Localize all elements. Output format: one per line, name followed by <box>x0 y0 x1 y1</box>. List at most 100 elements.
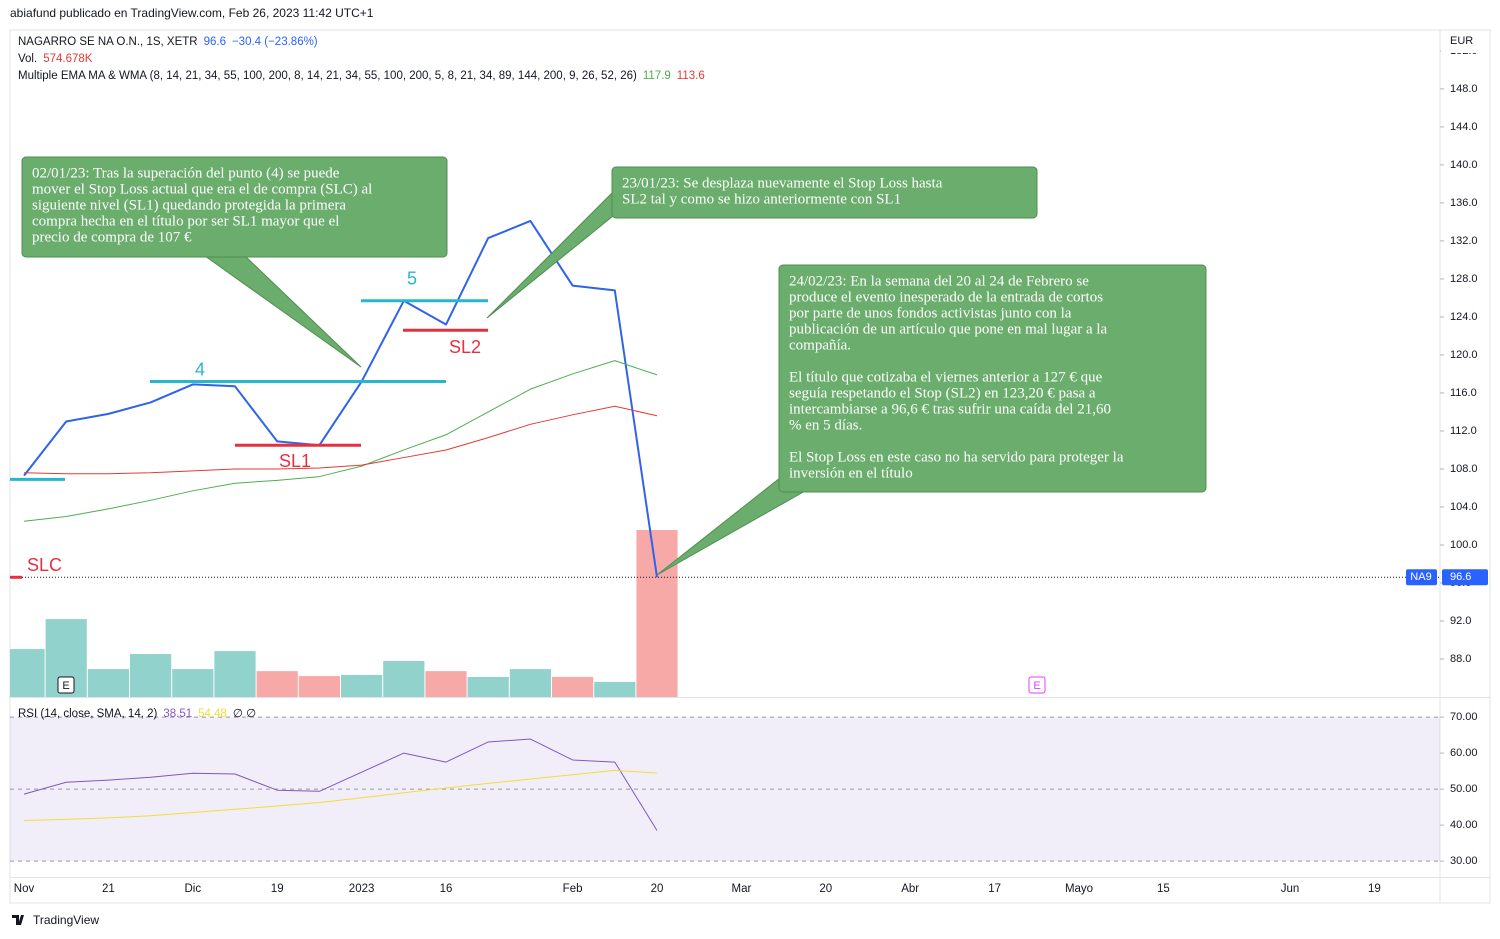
callout-text: precio de compra de 107 € <box>32 229 192 245</box>
legend-item: 117.9 <box>643 70 671 82</box>
y-tick-label: 92.0 <box>1450 615 1471 627</box>
volume-bar <box>298 676 340 697</box>
x-tick-label: Abr <box>901 883 919 895</box>
legend: Multiple EMA MA & WMA (8, 14, 21, 34, 55… <box>18 70 705 82</box>
y-tick-label: 60.00 <box>1450 747 1478 759</box>
y-tick-label: 120.0 <box>1450 349 1478 361</box>
legend-item: Vol. <box>18 53 37 65</box>
volume-bar <box>425 671 467 697</box>
legend: NAGARRO SE NA O.N., 1S, XETR 96.6 −30.4 (−… <box>18 36 318 48</box>
symbol-tag-bg <box>1406 569 1437 586</box>
x-tick-label: Mayo <box>1065 883 1093 895</box>
y-tick-label: 140.0 <box>1450 159 1478 171</box>
legend-item: Multiple EMA MA & WMA (8, 14, 21, 34, 55… <box>18 70 637 82</box>
volume-bar <box>341 674 383 697</box>
series-line <box>23 405 658 475</box>
plot-layer: SLC4SL15SL288.092.096.0100.0104.0108.011… <box>10 31 1489 895</box>
event-label: E <box>1033 680 1040 692</box>
symbol-tag: NA9 <box>1410 571 1431 583</box>
y-tick-label: 70.00 <box>1450 711 1478 723</box>
callout-box <box>21 156 448 258</box>
x-tick-label: Nov <box>14 883 35 895</box>
tradingview-logo <box>12 915 24 925</box>
last-price-label: 96.6 <box>1450 571 1471 583</box>
legend-item: 113.6 <box>677 70 705 82</box>
last-price-bg <box>1442 569 1488 586</box>
y-tick-label: 88.0 <box>1450 653 1471 665</box>
legend-item: 574.678K <box>43 53 93 65</box>
event-label: E <box>62 680 69 692</box>
volume-bar <box>383 660 425 697</box>
callout-text: publicación de un artículo que pone en m… <box>789 321 1108 337</box>
x-tick-label: 20 <box>651 883 664 895</box>
y-tick-label: 50.00 <box>1450 783 1478 795</box>
y-tick-label: 108.0 <box>1450 463 1478 475</box>
callout-text: El título que cotizaba el viernes anteri… <box>789 369 1103 385</box>
y-tick-label: 104.0 <box>1450 501 1478 513</box>
y-tick-label: 144.0 <box>1450 121 1478 133</box>
y-tick-label: 124.0 <box>1450 311 1478 323</box>
footer: TradingView <box>12 913 99 927</box>
x-tick-label: Feb <box>563 883 583 895</box>
callout-text: seguía respetando el Stop (SL2) en 123,2… <box>789 385 1096 401</box>
callout-text: por parte de unos fondos activistas junt… <box>789 305 1072 321</box>
y-tick-label: 148.0 <box>1450 83 1478 95</box>
legend: RSI (14, close, SMA, 14, 2) 38.51 54.48 ∅ ∅ <box>18 708 256 720</box>
x-tick-label: 19 <box>271 883 284 895</box>
callout-text: SL2 tal y como se hizo anteriormente con… <box>622 191 901 207</box>
callout-text: El Stop Loss en este caso no ha servido … <box>789 449 1124 465</box>
callout: 24/02/23: En la semana del 20 al 24 de F… <box>656 264 1207 576</box>
currency-bg <box>1441 31 1489 53</box>
legend: Vol. 574.678K <box>18 53 93 65</box>
level-label: 4 <box>195 359 205 379</box>
level-label: SL2 <box>449 337 481 357</box>
volume-bar <box>636 530 678 697</box>
callout: 23/01/23: Se desplaza nuevamente el Stop… <box>486 166 1038 319</box>
volume-bar <box>172 669 214 697</box>
footer-text: TradingView <box>33 913 99 927</box>
legend-item: 54.48 <box>198 708 227 720</box>
volume-bar <box>467 676 509 697</box>
x-tick-label: 16 <box>440 883 453 895</box>
legend-item: 96.6 <box>204 36 226 48</box>
callout-text: 24/02/23: En la semana del 20 al 24 de F… <box>789 273 1089 289</box>
level-label: SL1 <box>279 451 311 471</box>
volume-bar <box>552 676 594 697</box>
series-line <box>23 738 658 831</box>
x-tick-label: 2023 <box>349 883 375 895</box>
callout-text: 02/01/23: Tras la superación del punto (… <box>32 165 340 181</box>
volume-bar <box>10 649 45 697</box>
callout-text: siguiente nivel (SL1) quedando protegida… <box>32 197 346 213</box>
x-tick-label: 19 <box>1368 883 1381 895</box>
legend-item: ∅ ∅ <box>233 708 256 720</box>
legend-item: −30.4 (−23.86%) <box>232 36 318 48</box>
event-marker <box>57 676 75 694</box>
callout-text: 23/01/23: Se desplaza nuevamente el Stop… <box>622 175 943 191</box>
callout-text: compañía. <box>789 337 851 353</box>
clipped-plot <box>10 219 1440 862</box>
x-tick-label: 17 <box>988 883 1001 895</box>
y-tick-label: 116.0 <box>1450 387 1477 399</box>
volume-bar <box>256 671 298 697</box>
callout-text: produce el evento inesperado de la entra… <box>789 289 1103 305</box>
callout-text: inversión en el título <box>789 465 913 481</box>
x-tick-label: 20 <box>819 883 832 895</box>
frame <box>9 29 1491 904</box>
y-tick-label: 136.0 <box>1450 197 1478 209</box>
x-tick-label: 15 <box>1157 883 1170 895</box>
x-tick-label: Jun <box>1281 883 1300 895</box>
y-tick-label: 40.00 <box>1450 819 1478 831</box>
volume-bar <box>130 653 172 697</box>
level-label: 5 <box>407 269 417 289</box>
series-line <box>23 769 658 821</box>
callout-text: intercambiarse a 96,6 € tras sufrir una … <box>789 401 1111 417</box>
event-marker <box>1028 676 1046 694</box>
published-line: abiafund publicado en TradingView.com, F… <box>10 6 374 20</box>
callout: 02/01/23: Tras la superación del punto (… <box>21 156 448 368</box>
level-label: SLC <box>27 555 62 575</box>
x-tick-label: Mar <box>731 883 751 895</box>
y-tick-label: 112.0 <box>1450 425 1477 437</box>
y-tick-label: 30.00 <box>1450 855 1478 867</box>
callout-text: compra hecha en el título por ser SL1 ma… <box>32 213 339 229</box>
